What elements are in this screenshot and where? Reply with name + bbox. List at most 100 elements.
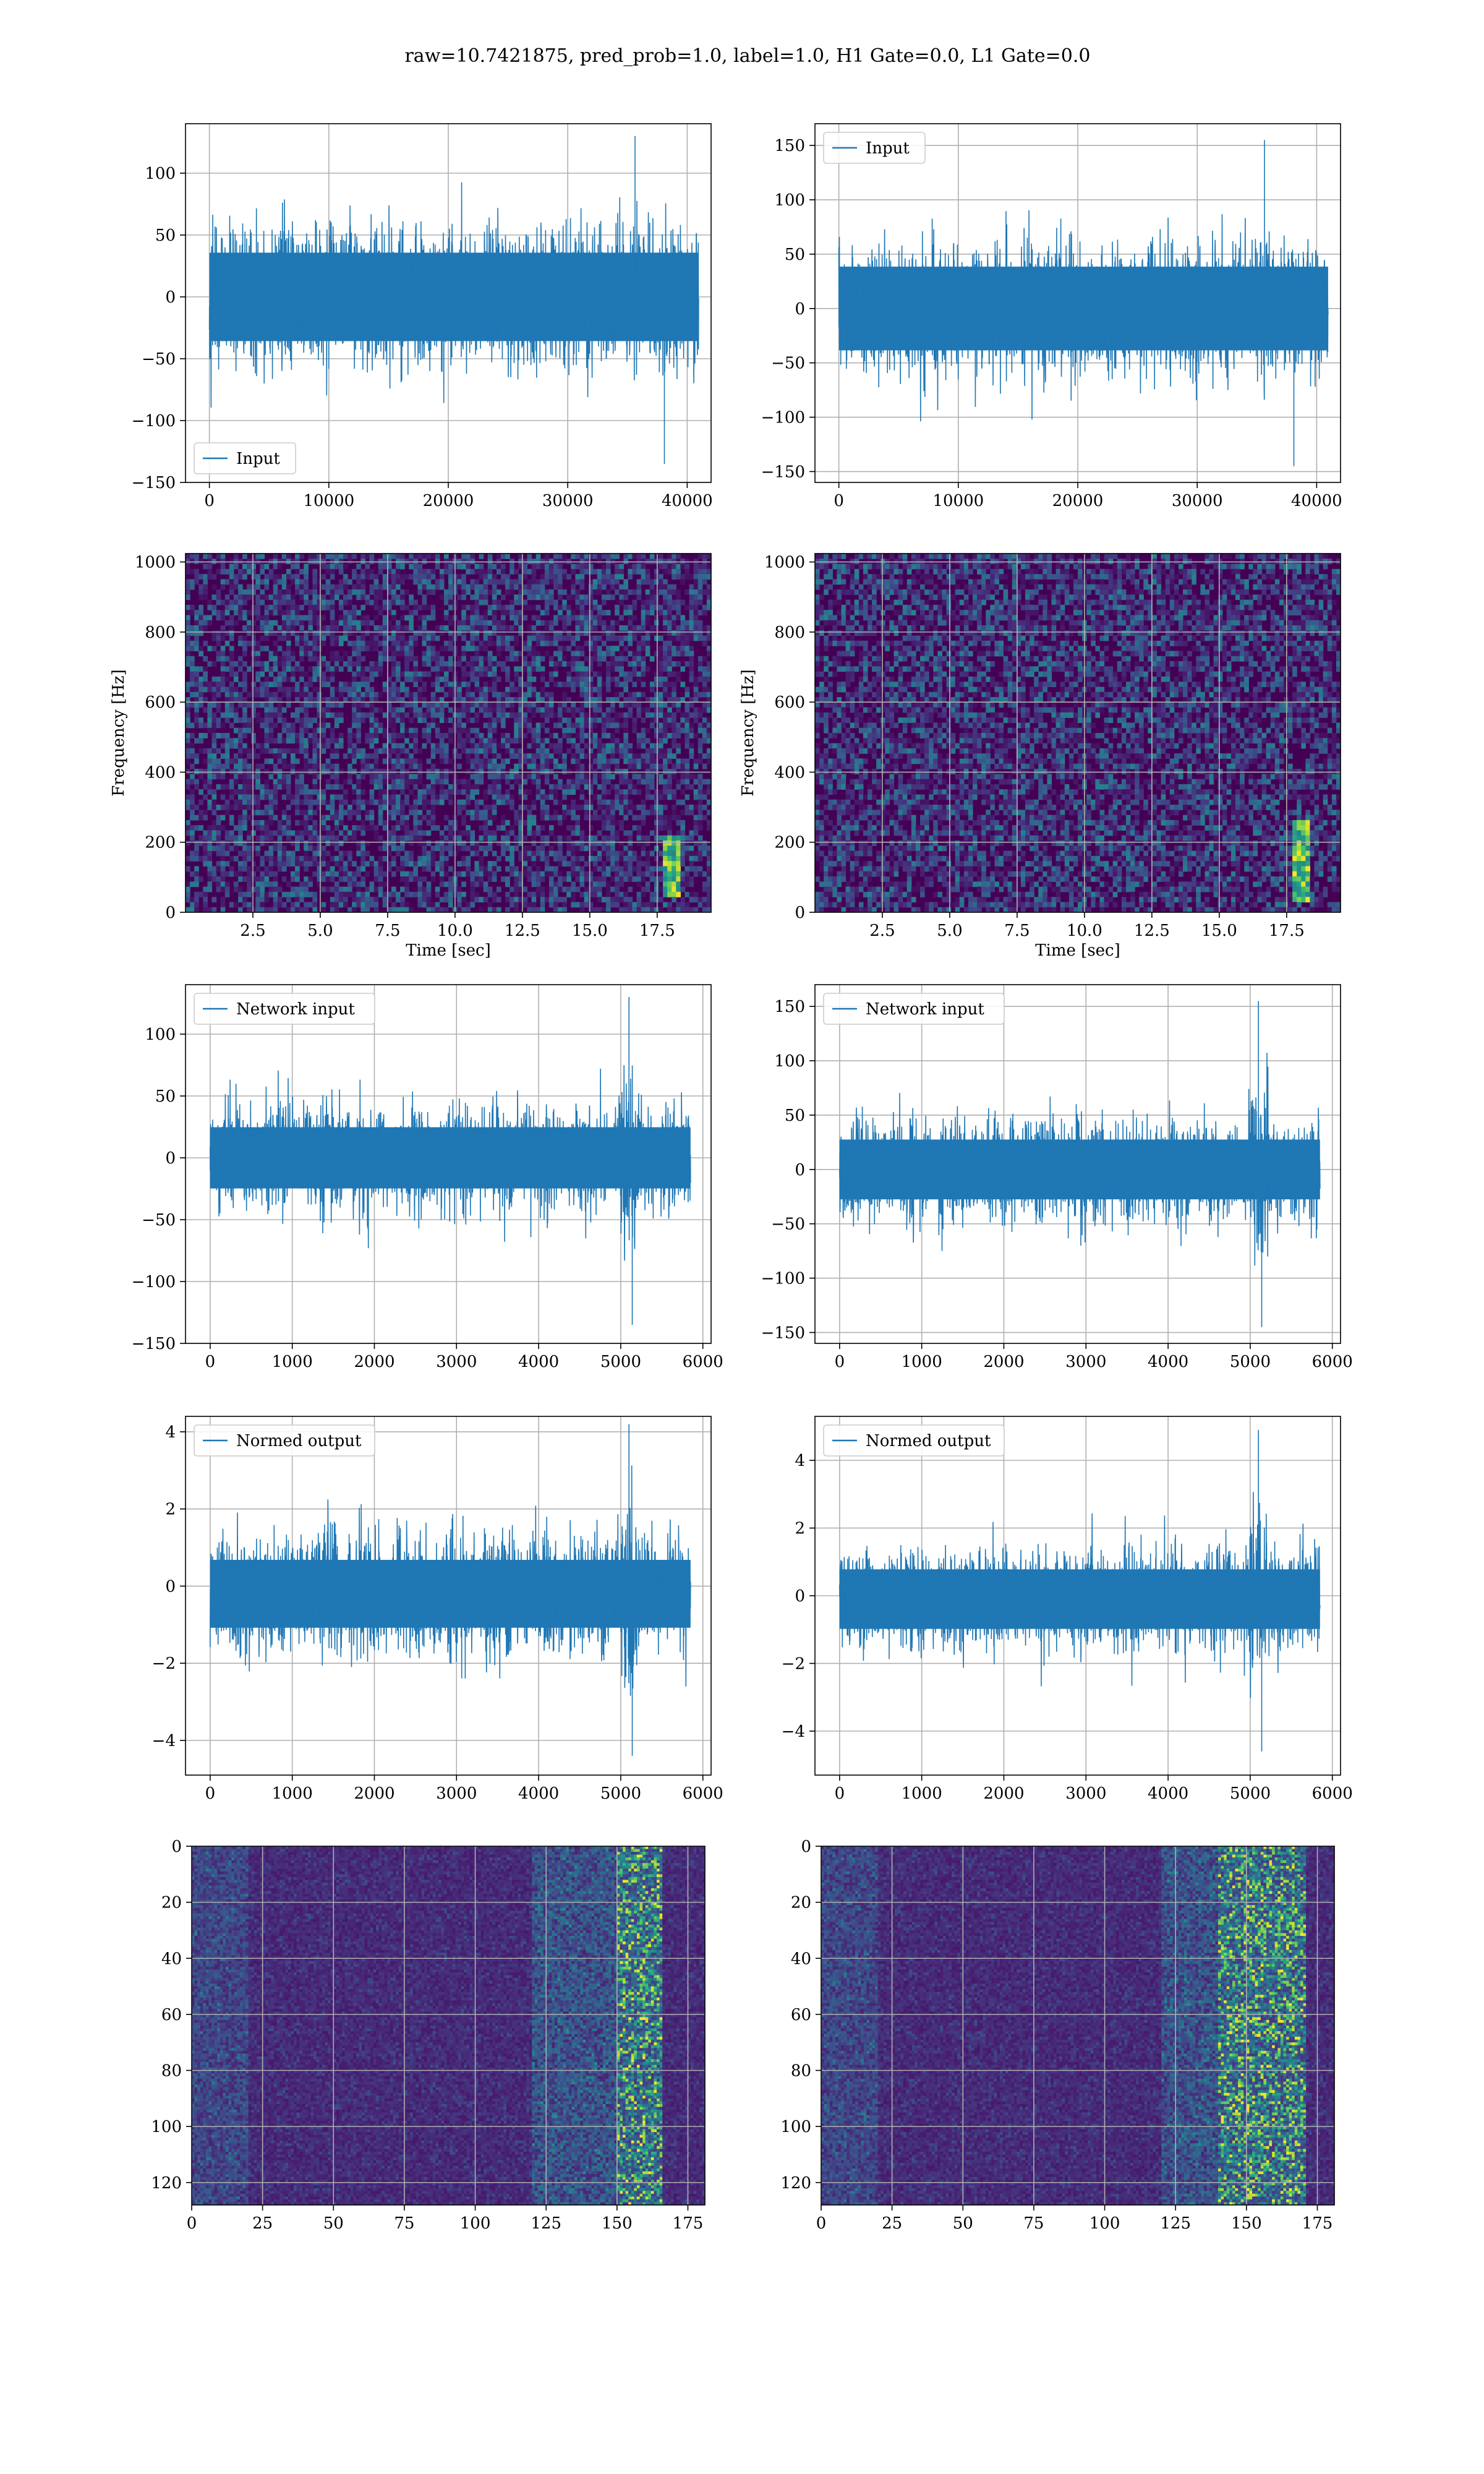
h1-spectrogram-cell xyxy=(535,651,541,657)
h1-spectrogram-cell xyxy=(535,891,541,897)
h1-spectrogram-cell xyxy=(597,574,602,580)
h1-spectrogram-cell xyxy=(430,763,436,769)
h1-spectrogram-cell xyxy=(308,604,313,610)
h1-spectrogram-cell xyxy=(483,620,488,626)
h1-spectrogram-cell xyxy=(400,871,405,877)
h1-spectrogram-cell xyxy=(571,815,576,821)
h1-spectrogram-cell xyxy=(527,630,532,636)
h1-spectrogram-cell xyxy=(544,758,550,764)
h1-spectrogram-cell xyxy=(641,717,646,724)
h1-spectrogram-cell xyxy=(606,687,611,693)
h1-spectrogram-cell xyxy=(514,738,519,744)
h1-spectrogram-cell xyxy=(317,666,322,672)
h1-spectrogram-cell xyxy=(483,805,488,810)
h1-spectrogram-cell xyxy=(273,841,278,846)
h1-spectrogram-cell xyxy=(474,841,480,846)
h1-spectrogram-cell xyxy=(312,666,318,672)
h1-spectrogram-cell xyxy=(277,697,283,703)
h1-spectrogram-cell xyxy=(203,850,208,857)
h1-spectrogram-cell xyxy=(619,589,624,595)
h1-spectrogram-cell xyxy=(338,615,344,621)
h1-spectrogram-cell xyxy=(430,779,436,785)
h1-spectrogram-cell xyxy=(277,861,283,867)
h1-spectrogram-cell xyxy=(238,871,243,877)
h1-spectrogram-cell xyxy=(211,733,217,738)
h1-spectrogram-cell xyxy=(308,855,313,862)
h1-spectrogram-cell xyxy=(386,691,392,698)
h1-spectrogram-cell xyxy=(615,584,620,590)
h1-spectrogram-cell xyxy=(505,738,510,744)
h1-spectrogram-cell xyxy=(321,861,326,867)
h1-spectrogram-cell xyxy=(281,758,287,764)
h1-spectrogram-cell xyxy=(194,897,199,903)
h1-spectrogram-cell xyxy=(479,640,484,646)
h1-spectrogram-cell xyxy=(487,640,493,646)
h1-spectrogram-cell xyxy=(443,774,449,780)
h1-spectrogram-cell xyxy=(247,702,252,708)
h1-spectrogram-cell xyxy=(628,861,633,867)
h1-spectrogram-cell xyxy=(623,794,629,800)
h1-spectrogram-cell xyxy=(233,594,239,601)
h1-spectrogram-cell xyxy=(325,584,331,590)
h1-spectrogram-cell xyxy=(317,604,322,610)
h1-spectrogram-cell xyxy=(190,743,195,749)
h1-spectrogram-cell xyxy=(632,691,638,698)
h1-spectrogram-cell xyxy=(649,866,655,872)
h1-spectrogram-cell xyxy=(584,656,589,662)
h1-spectrogram-cell xyxy=(312,850,318,857)
h1-spectrogram-cell xyxy=(242,702,247,708)
h1-spectrogram-cell xyxy=(461,671,466,677)
h1-spectrogram-cell xyxy=(522,805,528,810)
h1-spectrogram-cell xyxy=(299,789,304,795)
h1-spectrogram-cell xyxy=(369,753,375,760)
h1-spectrogram-cell xyxy=(255,604,261,610)
h1-spectrogram-cell xyxy=(531,835,537,841)
h1-spectrogram-cell xyxy=(360,682,366,688)
h1-spectrogram-cell xyxy=(312,594,318,601)
h1-spectrogram-cell xyxy=(321,733,326,738)
h1-spectrogram-cell xyxy=(295,876,300,882)
h1-spectrogram-cell xyxy=(461,707,466,713)
h1-spectrogram-cell xyxy=(233,758,239,764)
h1-spectrogram-cell xyxy=(409,835,414,841)
h1-spectrogram-cell xyxy=(233,779,239,785)
h1-spectrogram-cell xyxy=(579,738,585,744)
h1-spectrogram-cell xyxy=(417,861,423,867)
h1-spectrogram-cell xyxy=(479,620,484,626)
h1-spectrogram-cell xyxy=(571,871,576,877)
h1-spectrogram-cell xyxy=(220,841,226,846)
h1-spectrogram-cell xyxy=(268,697,274,703)
h1-spectrogram-cell xyxy=(330,615,335,621)
h1-spectrogram-cell xyxy=(597,907,602,912)
h1-spectrogram-cell xyxy=(492,779,497,785)
h1-spectrogram-cell xyxy=(413,707,419,713)
h1-spectrogram-cell xyxy=(321,717,326,724)
h1-spectrogram-cell xyxy=(492,830,497,836)
h1-spectrogram-cell xyxy=(229,651,234,657)
h1-spectrogram-cell xyxy=(404,666,409,672)
h1-spectrogram-cell xyxy=(312,579,318,585)
h1-spectrogram-cell xyxy=(400,815,405,821)
h1-spectrogram-cell xyxy=(579,691,585,698)
h1-spectrogram-cell xyxy=(483,866,488,872)
h1-spectrogram-cell xyxy=(378,779,383,785)
h1-spectrogram-cell xyxy=(487,866,493,872)
h1-spectrogram-cell xyxy=(448,738,453,744)
h1-spectrogram-cell xyxy=(531,902,537,908)
h1-spectrogram-cell xyxy=(548,897,554,903)
h1-spectrogram-cell xyxy=(304,563,309,570)
h1-spectrogram-cell xyxy=(544,835,550,841)
h1-spectrogram-cell xyxy=(615,897,620,903)
h1-spectrogram-cell xyxy=(615,682,620,688)
h1-spectrogram-cell xyxy=(312,845,318,852)
h1-spectrogram-cell xyxy=(216,876,221,882)
h1-spectrogram-cell xyxy=(588,850,594,857)
h1-spectrogram-cell xyxy=(251,604,256,610)
h1-spectrogram-cell xyxy=(496,651,501,657)
h1-spectrogram-cell xyxy=(203,886,208,892)
h1-spectrogram-cell xyxy=(255,743,261,749)
h1-spectrogram-cell xyxy=(373,902,379,908)
h1-spectrogram-cell xyxy=(439,579,445,585)
h1-spectrogram-cell xyxy=(186,758,190,764)
h1-spectrogram-cell xyxy=(571,666,576,672)
